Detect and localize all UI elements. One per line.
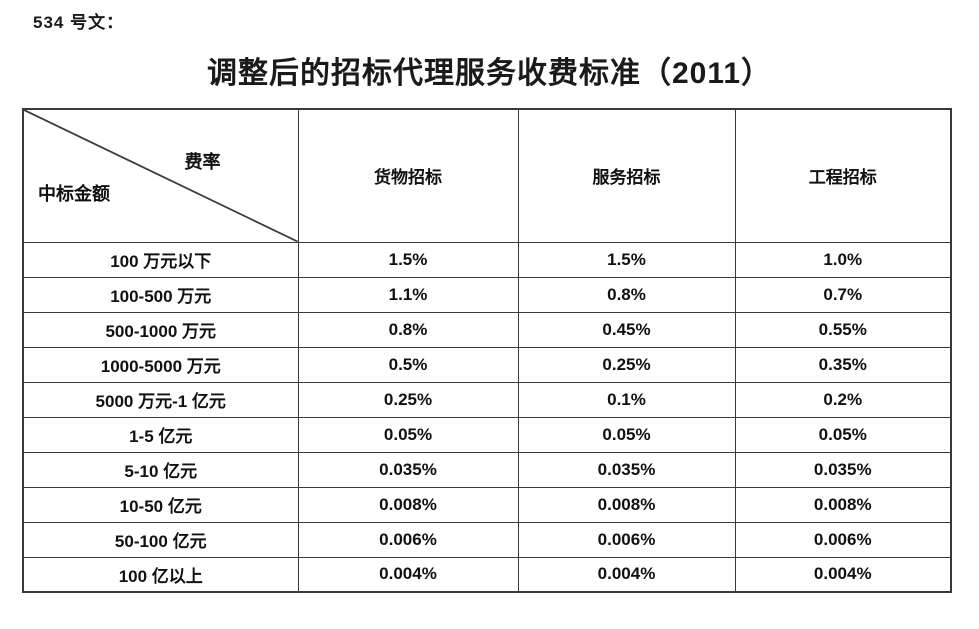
fee-rate-table: 费率 中标金额 货物招标 服务招标 工程招标 100 万元以下 1.5% 1.5… [22,108,952,593]
table-row: 50-100 亿元 0.006% 0.006% 0.006% [22,521,952,558]
fee-cell: 0.2% [734,381,952,418]
diagonal-line [24,110,298,242]
fee-cell: 0.1% [517,381,736,418]
corner-label-fee-rate: 费率 [184,152,221,172]
fee-cell: 1.5% [517,241,736,278]
table-row: 1-5 亿元 0.05% 0.05% 0.05% [22,416,952,453]
fee-cell: 0.008% [517,486,736,523]
page-title: 调整后的招标代理服务收费标准（2011） [206,57,773,90]
table-header-row: 费率 中标金额 货物招标 服务招标 工程招标 [22,108,952,243]
table-row: 5-10 亿元 0.035% 0.035% 0.035% [22,451,952,488]
row-label-cell: 10-50 亿元 [22,486,299,523]
column-header-services: 服务招标 [517,108,736,243]
corner-label-bid-amount: 中标金额 [38,183,110,204]
fee-cell: 0.035% [297,451,519,488]
doc-number-label: 534 号文： [33,13,125,32]
fee-cell: 0.008% [734,486,952,523]
row-label-cell: 5000 万元-1 亿元 [22,381,299,418]
fee-cell: 0.05% [517,416,736,453]
fee-cell: 0.8% [297,311,519,348]
row-label-cell: 100 万元以下 [22,241,299,278]
table-row: 500-1000 万元 0.8% 0.45% 0.55% [22,311,952,348]
column-header-goods: 货物招标 [297,108,519,243]
fee-cell: 0.7% [734,276,952,313]
fee-cell: 0.25% [517,346,736,383]
fee-cell: 1.0% [734,241,952,278]
row-label-cell: 1000-5000 万元 [22,346,299,383]
fee-cell: 0.35% [734,346,952,383]
row-label-cell: 5-10 亿元 [22,451,299,488]
fee-cell: 0.8% [517,276,736,313]
fee-cell: 0.5% [297,346,519,383]
fee-cell: 0.035% [517,451,736,488]
fee-cell: 0.035% [734,451,952,488]
fee-cell: 0.008% [297,486,519,523]
fee-cell: 0.004% [517,556,736,593]
table-row: 5000 万元-1 亿元 0.25% 0.1% 0.2% [22,381,952,418]
table-row: 1000-5000 万元 0.5% 0.25% 0.35% [22,346,952,383]
fee-cell: 0.55% [734,311,952,348]
fee-cell: 0.006% [517,521,736,558]
row-label-cell: 500-1000 万元 [22,311,299,348]
row-label-cell: 1-5 亿元 [22,416,299,453]
row-label-cell: 50-100 亿元 [22,521,299,558]
fee-cell: 1.1% [297,276,519,313]
fee-cell: 0.006% [297,521,519,558]
fee-cell: 0.25% [297,381,519,418]
fee-cell: 0.006% [734,521,952,558]
table-row: 10-50 亿元 0.008% 0.008% 0.008% [22,486,952,523]
table-row: 100-500 万元 1.1% 0.8% 0.7% [22,276,952,313]
fee-cell: 0.45% [517,311,736,348]
diagonal-corner-cell: 费率 中标金额 [22,108,299,243]
fee-cell: 0.05% [297,416,519,453]
fee-cell: 0.004% [297,556,519,593]
fee-cell: 0.004% [734,556,952,593]
fee-cell: 1.5% [297,241,519,278]
row-label-cell: 100 亿以上 [22,556,299,593]
table-row: 100 万元以下 1.5% 1.5% 1.0% [22,241,952,278]
fee-cell: 0.05% [734,416,952,453]
column-header-engineering: 工程招标 [734,108,952,243]
row-label-cell: 100-500 万元 [22,276,299,313]
table-row: 100 亿以上 0.004% 0.004% 0.004% [22,556,952,593]
